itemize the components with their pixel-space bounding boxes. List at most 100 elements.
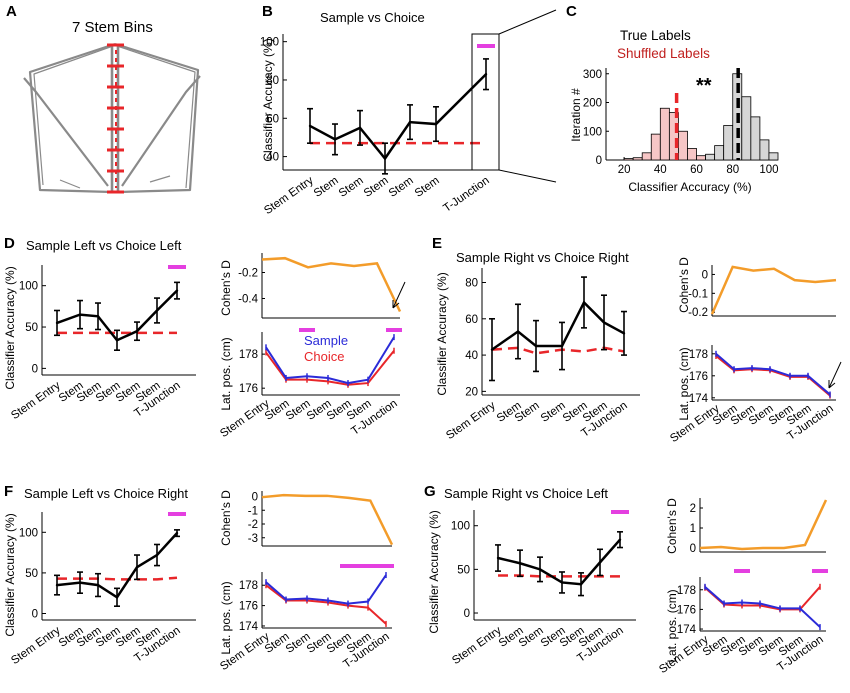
- data-point: [485, 73, 487, 75]
- panel-d-cohen-label: Cohen's D: [219, 260, 233, 316]
- y-tick-label: -0.4: [238, 294, 258, 306]
- cohen-d-line: [262, 258, 400, 311]
- panel-e-cohen-label: Cohen's D: [677, 257, 691, 313]
- panel-f-plot: 050100Stem EntryStemStemStemStemStemT-Ju…: [9, 512, 196, 667]
- y-tick-label: 20: [465, 386, 478, 398]
- data-point: [539, 568, 541, 570]
- y-tick-label: 174: [677, 624, 697, 636]
- histogram-bar: [724, 126, 733, 161]
- y-tick-label: 40: [266, 152, 279, 164]
- panel-g-cohen-label: Cohen's D: [665, 498, 679, 554]
- panel-f-cohen-label: Cohen's D: [219, 490, 233, 546]
- y-tick-label: -0.2: [238, 268, 258, 280]
- x-tick-label: Stem: [337, 175, 366, 200]
- histogram-bar: [669, 113, 678, 160]
- y-tick-label: 176: [239, 383, 258, 395]
- x-tick-label: 100: [759, 164, 778, 176]
- panel-e-ylabel: Classifier Accuracy (%): [435, 272, 449, 395]
- legend-choice: Choice: [304, 349, 344, 364]
- y-tick-label: 2: [690, 503, 696, 515]
- y-tick-label: 0: [596, 155, 602, 167]
- choice-line: [266, 585, 386, 624]
- data-point: [97, 315, 99, 317]
- data-point: [409, 121, 411, 123]
- histogram-bar: [706, 154, 715, 160]
- histogram-bar: [715, 146, 724, 160]
- histogram-bar: [697, 156, 706, 160]
- data-point: [156, 309, 158, 311]
- panel-b-title: Sample vs Choice: [320, 10, 425, 25]
- panel-f-cohen: -3-2-10: [248, 491, 392, 546]
- y-tick-label: 40: [465, 350, 478, 362]
- y-tick-label: 80: [266, 75, 279, 87]
- histogram-bar: [624, 159, 633, 160]
- figure: A 7 Stem Bins B Sample vs Choice Classif…: [0, 0, 850, 693]
- data-point: [561, 345, 563, 347]
- legend-true-labels: True Labels: [620, 28, 691, 43]
- data-point: [517, 330, 519, 332]
- data-point: [56, 322, 58, 324]
- y-tick-label: 100: [451, 521, 470, 533]
- y-tick-label: -0.1: [688, 288, 708, 300]
- x-tick-label: Stem Entry: [9, 379, 63, 422]
- panel-g-plot: 050100Stem EntryStemStemStemStemStemT-Ju…: [450, 510, 636, 667]
- panel-f-letter: F: [4, 483, 13, 500]
- y-tick-label: 178: [677, 585, 696, 597]
- y-tick-label: 178: [689, 349, 708, 361]
- data-point: [116, 339, 118, 341]
- choice-line: [716, 356, 830, 396]
- y-tick-label: 176: [689, 371, 708, 383]
- x-tick-label: Stem: [312, 175, 341, 200]
- y-tick-label: 100: [19, 281, 38, 293]
- panel-f-lat-label: Lat. pos. (cm): [219, 581, 233, 654]
- panel-g-letter: G: [424, 483, 436, 500]
- data-point: [599, 561, 601, 563]
- cohen-d-line: [262, 495, 392, 545]
- x-tick-label: Stem: [362, 175, 391, 200]
- data-point: [309, 125, 311, 127]
- data-point: [116, 596, 118, 598]
- y-tick-label: 174: [239, 621, 259, 633]
- choice-line: [705, 587, 820, 610]
- data-point: [79, 581, 81, 583]
- x-tick-label: T-Junction: [441, 175, 491, 215]
- histogram-bar: [751, 117, 760, 160]
- cohen-d-line: [700, 500, 826, 549]
- y-tick-label: 174: [689, 393, 709, 405]
- panel-d-cohen: -0.4 -0.2: [238, 253, 400, 318]
- data-point: [79, 313, 81, 315]
- panel-e-plot: 20406080Stem EntryStemStemStemStemStemT-…: [444, 268, 640, 442]
- y-tick-label: 176: [239, 601, 258, 613]
- panel-g-ylabel: Classifier Accuracy (%): [427, 510, 441, 633]
- panel-c-histogram: 0 100 200 300 20 40 60 80 100: [583, 68, 779, 176]
- panel-b-highlight: [472, 10, 556, 182]
- x-tick-label: Stem: [413, 175, 442, 200]
- y-tick-label: 60: [465, 314, 478, 326]
- panel-c-letter: C: [566, 3, 577, 20]
- y-tick-label: 0: [690, 543, 696, 555]
- panel-a-title: 7 Stem Bins: [72, 19, 153, 36]
- histogram-bar: [651, 134, 660, 160]
- shuffled-line: [57, 578, 177, 580]
- y-tick-label: 100: [19, 527, 38, 539]
- histogram-bar: [742, 97, 751, 160]
- x-tick-label: Stem Entry: [450, 624, 504, 667]
- data-point: [435, 123, 437, 125]
- data-point: [176, 289, 178, 291]
- data-point: [359, 127, 361, 129]
- stem-bin-markers: [107, 45, 124, 192]
- histogram-bar: [769, 153, 778, 160]
- y-tick-label: 0: [464, 608, 470, 620]
- panel-c-xlabel: Classifier Accuracy (%): [628, 180, 751, 194]
- y-tick-label: 1: [690, 523, 696, 535]
- data-point: [603, 321, 605, 323]
- x-tick-label: Stem Entry: [444, 399, 498, 442]
- y-tick-label: 300: [583, 69, 602, 81]
- cohen-d-line: [712, 267, 836, 314]
- histogram-bar: [642, 153, 651, 160]
- panel-e-cohen: -0.2-0.10: [688, 265, 836, 319]
- data-point: [580, 583, 582, 585]
- panel-e-letter: E: [432, 235, 442, 252]
